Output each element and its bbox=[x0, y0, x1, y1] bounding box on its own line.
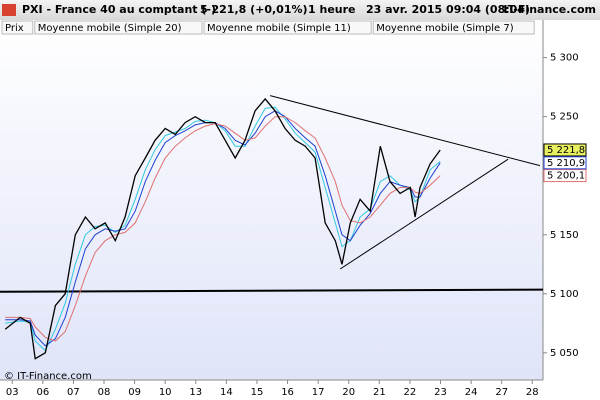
last-value-label: 5 210,9 bbox=[547, 158, 585, 169]
legend-entry: Moyenne mobile (Simple 7) bbox=[376, 23, 514, 34]
x-tick-label: 24 bbox=[465, 387, 478, 398]
x-tick-label: 23 bbox=[434, 387, 447, 398]
y-tick-label: 5 150 bbox=[550, 230, 579, 241]
x-tick-label: 17 bbox=[312, 387, 325, 398]
x-tick-label: 21 bbox=[373, 387, 386, 398]
last-value-label: 5 200,1 bbox=[547, 171, 585, 182]
watermark: © IT-Finance.com bbox=[4, 371, 92, 382]
last-value-box bbox=[543, 169, 587, 183]
legend-entry: Moyenne mobile (Simple 11) bbox=[207, 23, 351, 34]
series-line bbox=[4, 97, 441, 360]
x-tick-label: 07 bbox=[67, 387, 80, 398]
trendline bbox=[269, 95, 541, 167]
x-tick-label: 15 bbox=[251, 387, 264, 398]
x-tick-label: 27 bbox=[495, 387, 508, 398]
plot-area bbox=[0, 20, 543, 380]
x-tick-label: 10 bbox=[159, 387, 172, 398]
header-bar bbox=[0, 0, 600, 20]
x-tick-label: 08 bbox=[98, 387, 111, 398]
x-tick-label: 14 bbox=[220, 387, 233, 398]
y-tick-label: 5 250 bbox=[550, 112, 579, 123]
x-tick-label: 06 bbox=[36, 387, 49, 398]
last-value-label: 5 221,8 bbox=[547, 145, 585, 156]
legend-box bbox=[372, 20, 535, 35]
x-tick-label: 13 bbox=[189, 387, 202, 398]
legend-box bbox=[1, 20, 34, 35]
trendline bbox=[0, 288, 544, 293]
header-icon bbox=[2, 4, 16, 16]
chart-title: PXI - France 40 au comptant (-) bbox=[22, 3, 216, 16]
legend-box bbox=[34, 20, 203, 35]
last-value-box bbox=[543, 143, 587, 157]
y-tick-label: 5 300 bbox=[550, 53, 579, 64]
y-tick-label: 5 100 bbox=[550, 289, 579, 300]
x-tick-label: 03 bbox=[6, 387, 19, 398]
legend-box bbox=[203, 20, 372, 35]
x-tick-label: 20 bbox=[342, 387, 355, 398]
quote: 5 221,8 (+0,01%) bbox=[200, 3, 308, 16]
series-line bbox=[5, 116, 441, 342]
x-tick-label: 22 bbox=[404, 387, 417, 398]
x-tick-label: 16 bbox=[281, 387, 294, 398]
legend-entry: Prix bbox=[5, 23, 24, 34]
series-line bbox=[5, 106, 441, 352]
last-value-box bbox=[543, 156, 587, 170]
y-tick-label: 5 050 bbox=[550, 348, 579, 359]
interval: 1 heure bbox=[308, 3, 356, 16]
legend-entry: Moyenne mobile (Simple 20) bbox=[38, 23, 182, 34]
series-line bbox=[5, 110, 441, 347]
date: 23 avr. 2015 09:04 (08:04) bbox=[366, 3, 530, 16]
x-tick-label: 28 bbox=[526, 387, 539, 398]
source: IT-Finance.com bbox=[503, 3, 596, 16]
x-tick-label: 09 bbox=[128, 387, 141, 398]
trendline bbox=[339, 158, 509, 270]
